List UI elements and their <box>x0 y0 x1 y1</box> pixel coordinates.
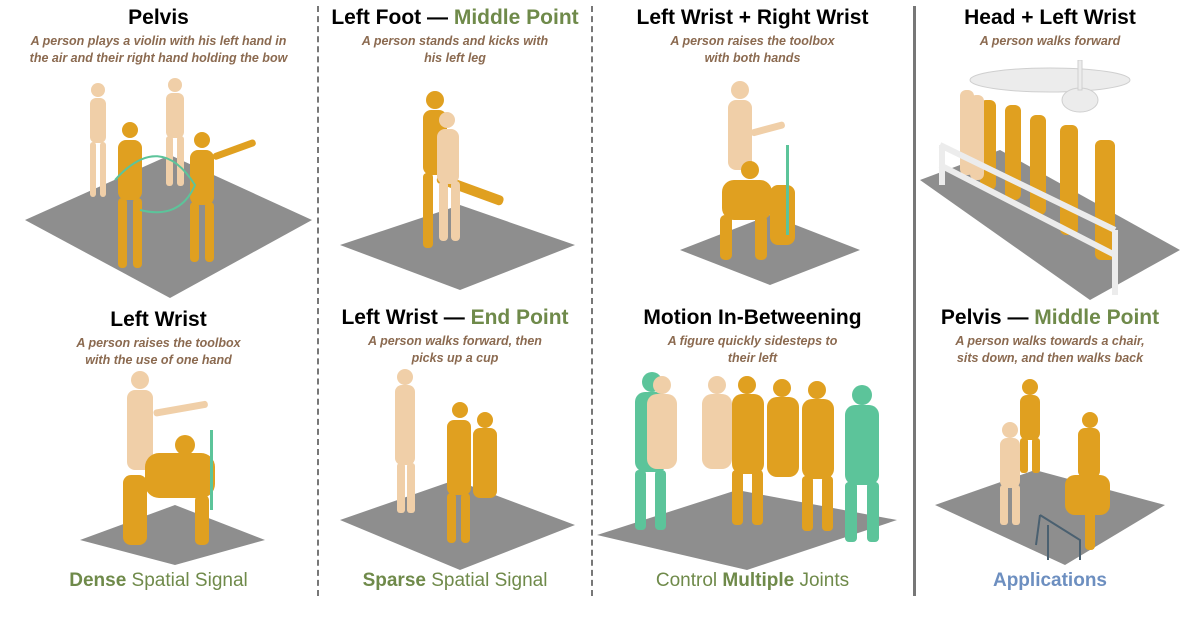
scene-left-foot <box>340 91 575 290</box>
scene-left-wrist <box>80 371 265 565</box>
floor-plane <box>340 205 575 290</box>
panel-caption: A person walks towards a chair, sits dow… <box>955 334 1145 365</box>
panel-caption: A person raises the toolbox with the use… <box>76 336 241 367</box>
scene-motion-inbetweening <box>597 372 897 570</box>
figure-pale <box>1000 422 1020 525</box>
panel-title: Left Wrist — End Point <box>341 306 569 329</box>
ceiling-fan <box>969 60 1131 113</box>
scene-left-right-wrist <box>680 81 860 285</box>
figure-pale <box>437 112 460 241</box>
panel-pelvis-middle: Pelvis — Middle Point A person walks tow… <box>918 306 1182 367</box>
panel-caption: A figure quickly sidesteps to their left <box>667 334 838 365</box>
panel-title: Left Wrist + Right Wrist <box>636 6 869 29</box>
figure-orange <box>118 122 256 268</box>
panel-title: Head + Left Wrist <box>964 6 1136 29</box>
floor-plane <box>935 470 1165 565</box>
panel-left-wrist: Left Wrist A person raises the toolbox w… <box>0 308 317 369</box>
panel-left-right-wrist: Left Wrist + Right Wrist A person raises… <box>595 6 910 67</box>
railing <box>938 142 1118 295</box>
figure-pale <box>728 81 785 170</box>
figure-orange <box>1020 379 1110 550</box>
trajectory <box>114 155 197 214</box>
figure-pale <box>647 376 732 469</box>
figure-pale <box>127 371 208 470</box>
panel-caption: A person stands and kicks with his left … <box>361 34 549 65</box>
panel-left-wrist-end: Left Wrist — End Point A person walks fo… <box>320 306 590 367</box>
panel-title: Motion In-Betweening <box>643 306 862 329</box>
divider-dashed-1 <box>317 6 319 596</box>
panel-caption: A person walks forward, then picks up a … <box>368 334 542 365</box>
panel-head-left-wrist: Head + Left Wrist A person walks forward <box>918 6 1182 50</box>
figure-orange <box>447 402 497 543</box>
footer-sparse: Sparse Spatial Signal <box>362 570 548 591</box>
panel-left-foot-middle: Left Foot — Middle Point A person stands… <box>320 6 590 67</box>
trajectory <box>210 430 213 510</box>
scene-left-wrist-end <box>340 369 575 570</box>
chair <box>1035 514 1081 560</box>
panel-title: Left Wrist <box>110 308 207 331</box>
figure-pale <box>395 369 415 513</box>
figure-pale <box>90 78 184 197</box>
panel-title: Pelvis — Middle Point <box>940 306 1160 329</box>
scene-pelvis <box>25 78 312 298</box>
footer-applications: Applications <box>992 570 1107 591</box>
trajectory <box>786 145 789 235</box>
divider-applications <box>913 6 916 596</box>
footer-dense: Dense Spatial Signal <box>69 570 248 591</box>
panel-title: Pelvis <box>128 6 189 29</box>
figure-orange <box>123 435 215 545</box>
panel-pelvis: Pelvis A person plays a violin with his … <box>0 6 317 67</box>
footer-multiple-joints: Control Multiple Joints <box>655 570 850 591</box>
scene-pelvis-middle <box>935 379 1165 565</box>
panel-motion-inbetweening: Motion In-Betweening A figure quickly si… <box>595 306 910 367</box>
scene-head-left-wrist <box>920 60 1180 300</box>
panel-caption: A person walks forward <box>979 34 1121 48</box>
panel-caption: A person plays a violin with his left ha… <box>29 34 288 65</box>
figure-orange <box>720 161 795 260</box>
figure-orange <box>732 376 834 531</box>
floor-plane <box>80 505 265 565</box>
divider-dashed-2 <box>591 6 593 596</box>
panel-title: Left Foot — Middle Point <box>331 6 579 29</box>
panel-caption: A person raises the toolbox with both ha… <box>670 34 835 65</box>
floor-plane <box>25 155 312 298</box>
